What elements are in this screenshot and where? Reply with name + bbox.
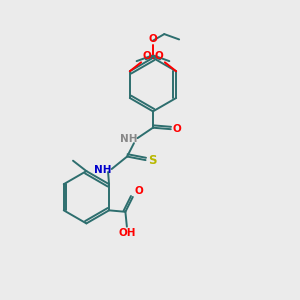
Text: NH: NH bbox=[120, 134, 138, 144]
Text: O: O bbox=[142, 51, 151, 61]
Text: O: O bbox=[134, 186, 143, 196]
Text: OH: OH bbox=[118, 229, 136, 238]
Text: O: O bbox=[173, 124, 182, 134]
Text: NH: NH bbox=[94, 165, 112, 175]
Text: S: S bbox=[148, 154, 156, 166]
Text: O: O bbox=[148, 34, 157, 44]
Text: O: O bbox=[155, 51, 164, 61]
